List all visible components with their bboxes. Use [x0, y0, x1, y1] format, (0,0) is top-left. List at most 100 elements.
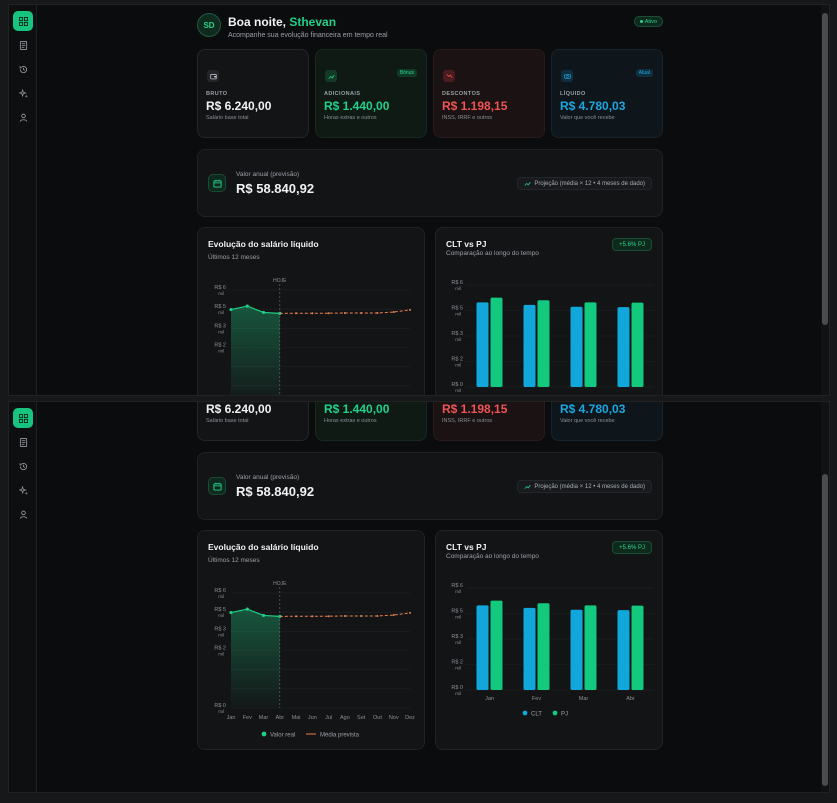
kpi-value: R$ 1.440,00	[324, 99, 390, 113]
legend-label-clt: CLT	[531, 712, 542, 718]
y-tick-unit: mil	[455, 312, 461, 317]
kpi-value: R$ 1.440,00	[324, 402, 390, 416]
chart-subtitle: Últimos 12 meses	[208, 557, 260, 564]
bar-pj	[584, 605, 597, 690]
kpi-card-bruto: BRUTO R$ 6.240,00 Salário base total	[197, 49, 309, 138]
sidebar-item-history[interactable]	[13, 59, 33, 79]
calendar-icon	[208, 477, 226, 495]
legend-label-real: Valor real	[270, 733, 295, 739]
data-point	[245, 607, 249, 611]
y-tick-unit: mil	[218, 594, 224, 599]
annual-value: R$ 58.840,92	[236, 181, 315, 196]
y-tick-label: R$ 6	[451, 280, 463, 286]
kpi-card-descontos: DESCONTOS R$ 1.198,15 INSS, IRRF e outro…	[433, 402, 545, 441]
sidebar-item-sparkles[interactable]	[13, 480, 33, 500]
y-tick-label: R$ 6	[451, 583, 463, 589]
today-label: HOJE	[273, 581, 287, 587]
data-point	[295, 312, 298, 315]
legend-label-avg: Média prevista	[320, 733, 360, 739]
dashboard-content: BRUTO R$ 6.240,00 Salário base total ADI…	[197, 402, 663, 792]
user-icon	[19, 113, 27, 122]
sidebar-item-dashboard[interactable]	[13, 11, 33, 31]
chart-subtitle: Últimos 12 meses	[208, 254, 260, 261]
y-tick-unit: mil	[455, 363, 461, 368]
user-name: Sthevan	[289, 15, 337, 29]
x-tick-label: Nov	[389, 715, 399, 721]
x-tick-label: Jan	[227, 715, 236, 721]
chart-title: Evolução do salário líquido	[208, 239, 319, 249]
y-tick-unit: mil	[218, 652, 224, 657]
y-tick-label: R$ 5	[214, 304, 226, 310]
y-tick-label: R$ 3	[451, 634, 463, 640]
sidebar-item-user[interactable]	[13, 504, 33, 524]
x-tick-label: Mar	[259, 715, 269, 721]
data-point	[295, 615, 298, 618]
bar-clt	[476, 302, 489, 387]
cash-icon	[561, 70, 573, 82]
data-point	[392, 614, 395, 617]
scrollbar[interactable]	[821, 5, 829, 395]
x-tick-label: Ago	[340, 715, 350, 721]
y-tick-unit: mil	[455, 640, 461, 645]
bar-pj	[490, 297, 503, 387]
data-point	[376, 615, 379, 617]
kpi-card-bruto: BRUTO R$ 6.240,00 Salário base total	[197, 402, 309, 441]
viewport-bottom: BRUTO R$ 6.240,00 Salário base total ADI…	[8, 401, 830, 793]
kpi-desc: Valor que você recebe	[560, 115, 615, 121]
data-point	[327, 312, 330, 315]
kpi-value: R$ 4.780,03	[560, 402, 626, 416]
bar-clt	[523, 607, 536, 690]
user-icon	[19, 510, 27, 519]
data-point	[311, 312, 314, 315]
kpi-card-liquido: Atual LÍQUIDO R$ 4.780,03 Valor que você…	[551, 49, 663, 138]
bar-pj	[537, 603, 550, 690]
pj-gain-badge: +5.6% PJ	[612, 238, 652, 251]
x-tick-label: Fev	[532, 696, 541, 702]
y-tick-unit: mil	[218, 349, 224, 354]
trending-down-icon	[443, 70, 455, 82]
sidebar-item-document[interactable]	[13, 432, 33, 452]
y-tick-unit: mil	[455, 589, 461, 594]
bar-clt	[523, 304, 536, 387]
x-tick-label: Mai	[292, 715, 301, 721]
scrollbar-thumb[interactable]	[822, 474, 828, 786]
viewport-top: SD Boa noite, Sthevan Acompanhe sua evol…	[8, 4, 830, 396]
area-fill	[231, 306, 280, 395]
x-tick-label: Jun	[308, 715, 317, 721]
sparkles-icon	[18, 88, 28, 98]
annual-card: Valor anual (previsão) R$ 58.840,92 Proj…	[197, 452, 663, 520]
current-tag: Atual	[635, 69, 653, 77]
bar-pj	[631, 302, 644, 387]
kpi-desc: INSS, IRRF e outros	[442, 418, 493, 424]
kpi-card-adicionais: Bônus ADICIONAIS R$ 1.440,00 Horas extra…	[315, 49, 427, 138]
bar-pj	[584, 302, 597, 387]
sidebar-item-user[interactable]	[13, 107, 33, 127]
kpi-value: R$ 1.198,15	[442, 99, 508, 113]
y-tick-label: R$ 3	[214, 626, 226, 632]
bonus-tag: Bônus	[396, 69, 417, 77]
history-icon	[19, 462, 27, 470]
x-tick-label: Jan	[485, 696, 494, 702]
legend-swatch-pj	[552, 710, 558, 716]
sidebar-item-sparkles[interactable]	[13, 83, 33, 103]
y-tick-unit: mil	[218, 709, 224, 714]
y-tick-label: R$ 6	[214, 588, 226, 594]
sidebar-item-document[interactable]	[13, 35, 33, 55]
sidebar-item-dashboard[interactable]	[13, 408, 33, 428]
sidebar-item-history[interactable]	[13, 456, 33, 476]
annual-label: Valor anual (previsão)	[236, 171, 300, 178]
y-tick-label: R$ 0	[451, 685, 463, 691]
x-tick-label: Mar	[579, 696, 589, 702]
scrollbar-thumb[interactable]	[822, 13, 828, 325]
greeting-subtitle: Acompanhe sua evolução financeira em tem…	[228, 32, 388, 39]
data-point	[261, 310, 266, 315]
annual-card: Valor anual (previsão) R$ 58.840,92 Proj…	[197, 149, 663, 217]
y-tick-unit: mil	[455, 388, 461, 393]
scrollbar[interactable]	[821, 402, 829, 792]
data-point	[392, 311, 395, 314]
y-tick-label: R$ 3	[451, 331, 463, 337]
legend-swatch-clt	[522, 710, 528, 716]
